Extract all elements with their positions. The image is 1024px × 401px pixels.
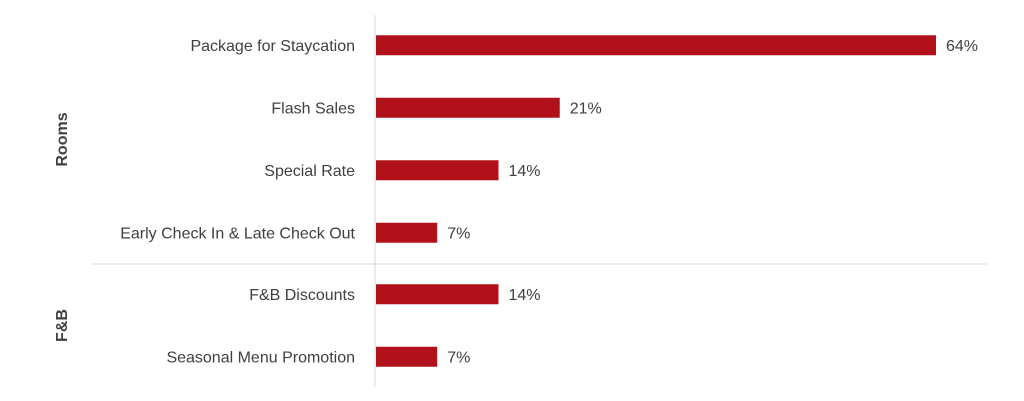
axis-layer <box>92 15 987 387</box>
category-label: Seasonal Menu Promotion <box>166 349 355 366</box>
category-label: Special Rate <box>264 163 355 180</box>
group-label-fb: F&B <box>54 309 71 342</box>
group-label-rooms: Rooms <box>54 112 71 166</box>
value-label: 14% <box>509 163 541 180</box>
bar-4 <box>376 284 499 305</box>
bar-5 <box>376 346 438 367</box>
category-label: F&B Discounts <box>249 287 355 304</box>
value-label: 7% <box>447 225 470 242</box>
category-label: Early Check In & Late Check Out <box>120 225 355 242</box>
category-label: Flash Sales <box>271 100 355 117</box>
value-label: 7% <box>447 349 470 366</box>
bar-1 <box>376 97 560 118</box>
bar-0 <box>376 35 936 56</box>
category-label: Package for Staycation <box>190 38 355 55</box>
value-label: 21% <box>570 100 602 117</box>
value-label: 14% <box>509 287 541 304</box>
bar-2 <box>376 160 499 181</box>
bar-3 <box>376 222 438 243</box>
value-label: 64% <box>946 38 978 55</box>
bars-layer <box>376 35 936 367</box>
labels-layer: Package for Staycation 64% Flash Sales 21% S… <box>54 38 978 367</box>
